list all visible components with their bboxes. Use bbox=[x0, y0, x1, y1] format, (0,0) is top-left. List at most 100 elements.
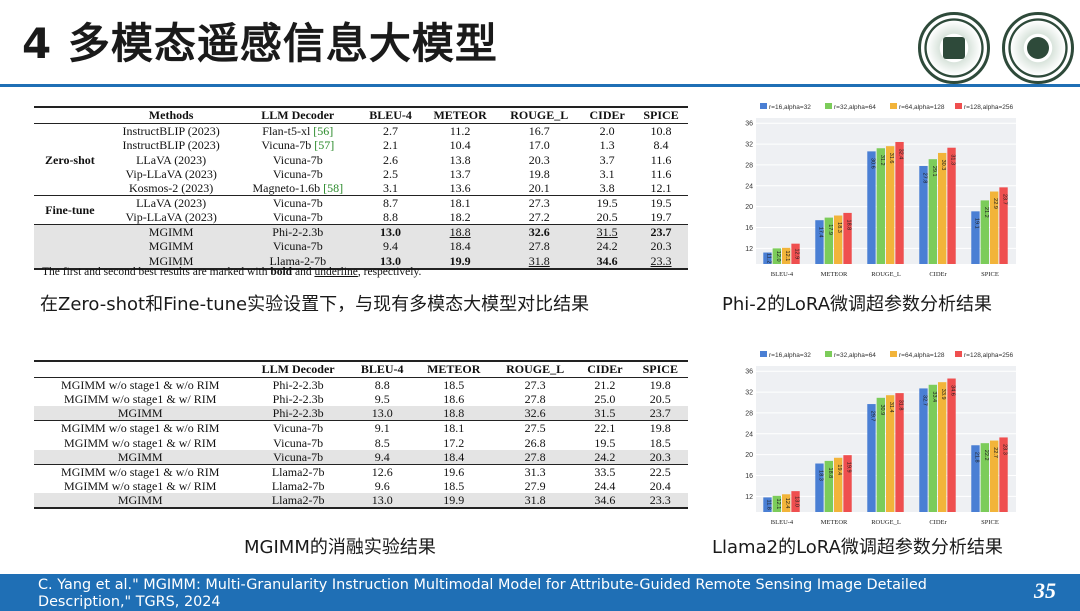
metric-cell: 31.3 bbox=[492, 463, 578, 479]
method-cell: Vip-LLaVA (2023) bbox=[125, 166, 217, 181]
metric-cell: 18.1 bbox=[422, 195, 499, 211]
legend-swatch bbox=[825, 103, 832, 109]
table-row: MGIMM Vicuna-7b 9.4 18.4 27.8 24.2 20.3 bbox=[34, 449, 688, 465]
metric-cell: 1.3 bbox=[599, 138, 615, 153]
bar-value-label: 30.6 bbox=[869, 158, 875, 169]
metric-cell: 13.0 bbox=[359, 224, 423, 240]
bar-value-label: 17.9 bbox=[827, 224, 833, 235]
metric-cell: 22.1 bbox=[577, 420, 633, 436]
metric-cell: 12.1 bbox=[650, 181, 672, 196]
col-header: CIDEr bbox=[580, 106, 635, 124]
bar-value-label: 34.6 bbox=[950, 385, 956, 396]
method-cell: MGIMM w/o stage1 & w/o RIM bbox=[34, 463, 247, 479]
legend-label: r=32,alpha=64 bbox=[834, 352, 876, 359]
bar bbox=[791, 491, 800, 512]
metric-cell: 2.0 bbox=[599, 124, 615, 138]
bar bbox=[999, 437, 1008, 512]
bar bbox=[834, 457, 843, 512]
metric-cell: 9.5 bbox=[374, 392, 390, 407]
metric-cell: 18.8 bbox=[422, 224, 499, 240]
metric-cell: 9.1 bbox=[349, 420, 415, 436]
slide-title: 4 多模态遥感信息大模型 bbox=[22, 19, 498, 68]
metric-cell: 2.1 bbox=[383, 138, 399, 153]
metric-cell: 9.4 bbox=[359, 239, 423, 254]
metric-cell: 19.5 bbox=[634, 195, 688, 211]
y-tick-label: 16 bbox=[745, 473, 753, 480]
method-cell: LLaVA (2023) bbox=[136, 152, 207, 167]
table-row: Vip-LLaVA (2023) Vicuna-7b 2.5 13.7 19.8… bbox=[34, 167, 688, 181]
metric-cell: 31.5 bbox=[577, 406, 633, 421]
metric-cell: 13.0 bbox=[349, 406, 415, 421]
metric-cell: 2.5 bbox=[383, 166, 399, 181]
table-row: MGIMM Phi-2-2.3b 13.0 18.8 32.6 31.5 23.… bbox=[34, 406, 688, 421]
bar-value-label: 12.4 bbox=[784, 498, 790, 509]
decoder-cell: Vicuna-7b bbox=[272, 166, 323, 181]
bar-value-label: 21.2 bbox=[983, 207, 989, 218]
y-tick-label: 12 bbox=[745, 494, 753, 501]
table-row: MGIMM Llama-2-7b 13.0 19.9 31.8 34.6 23.… bbox=[34, 253, 688, 270]
metric-cell: 32.6 bbox=[492, 406, 578, 421]
legend-label: r=128,alpha=256 bbox=[964, 104, 1014, 111]
method-cell: MGIMM w/o stage1 & w/ RIM bbox=[64, 478, 217, 493]
bar-value-label: 31.6 bbox=[888, 153, 894, 164]
metric-cell: 31.8 bbox=[498, 253, 581, 270]
metric-cell: 20.3 bbox=[632, 449, 688, 465]
metric-cell: 8.7 bbox=[359, 195, 423, 211]
metric-cell: 27.8 bbox=[524, 392, 546, 407]
decoder-cell: Phi-2-2.3b bbox=[236, 224, 360, 240]
table-row: MGIMM Phi-2-2.3b 13.0 18.8 32.6 31.5 23.… bbox=[34, 224, 688, 240]
y-tick-label: 16 bbox=[745, 225, 753, 232]
method-cell: MGIMM bbox=[105, 224, 237, 240]
method-cell: Kosmos-2 (2023) bbox=[128, 181, 214, 196]
metric-cell: 2.6 bbox=[383, 152, 399, 167]
metric-cell: 11.6 bbox=[650, 166, 672, 181]
method-cell: MGIMM bbox=[105, 239, 237, 254]
decoder-cell: Phi-2-2.3b bbox=[272, 392, 324, 407]
table-row: MGIMM Vicuna-7b 9.4 18.4 27.8 24.2 20.3 bbox=[34, 239, 688, 254]
bar bbox=[928, 159, 937, 264]
y-tick-label: 32 bbox=[745, 390, 753, 397]
metric-cell: 18.2 bbox=[449, 210, 471, 225]
metric-cell: 27.3 bbox=[498, 195, 581, 211]
x-tick-label: ROUGE_L bbox=[871, 519, 901, 526]
table2-caption: MGIMM的消融实验结果 bbox=[244, 537, 436, 558]
metric-cell: 19.5 bbox=[594, 435, 616, 450]
metric-cell: 8.8 bbox=[374, 378, 390, 392]
bar bbox=[895, 393, 904, 512]
y-tick-label: 24 bbox=[745, 183, 753, 190]
decoder-cell: Phi-2-2.3b bbox=[272, 378, 324, 392]
y-tick-label: 12 bbox=[745, 246, 753, 253]
decoder-cell: Phi-2-2.3b bbox=[246, 406, 350, 421]
metric-cell: 20.5 bbox=[649, 392, 671, 407]
method-cell: MGIMM bbox=[34, 449, 247, 465]
legend-swatch bbox=[955, 351, 962, 357]
metric-cell: 10.8 bbox=[650, 124, 672, 138]
bar bbox=[782, 494, 791, 512]
table1-caption: 在Zero-shot和Fine-tune实验设置下，与现有多模态大模型对比结果 bbox=[40, 294, 590, 315]
bar-value-label: 31.2 bbox=[879, 155, 885, 166]
bar bbox=[791, 243, 800, 264]
table-row: LLaVA (2023) Vicuna-7b 2.6 13.8 20.3 3.7… bbox=[34, 152, 688, 167]
university-logo bbox=[918, 12, 990, 84]
bar bbox=[938, 382, 947, 512]
metric-cell: 11.2 bbox=[449, 124, 471, 138]
metric-cell: 23.3 bbox=[632, 493, 688, 510]
x-tick-label: CIDEr bbox=[929, 271, 947, 278]
table-row: MGIMM Llama2-7b 13.0 19.9 31.8 34.6 23.3 bbox=[34, 493, 688, 510]
bar-value-label: 12.1 bbox=[775, 499, 781, 510]
metric-cell: 23.7 bbox=[634, 224, 688, 240]
bar bbox=[876, 397, 885, 512]
metric-cell: 18.8 bbox=[414, 406, 493, 421]
bar-value-label: 31.8 bbox=[898, 400, 904, 411]
lab-logo bbox=[1002, 12, 1074, 84]
bar-value-label: 11.2 bbox=[765, 253, 771, 263]
y-tick-label: 32 bbox=[745, 142, 753, 149]
method-cell: MGIMM w/o stage1 & w/o RIM bbox=[34, 420, 247, 436]
metric-cell: 8.8 bbox=[383, 210, 399, 225]
col-header: BLEU-4 bbox=[349, 360, 415, 378]
metric-cell: 13.8 bbox=[449, 152, 471, 167]
metric-cell: 23.7 bbox=[632, 406, 688, 421]
col-header: ROUGE_L bbox=[492, 360, 578, 378]
legend-label: r=16,alpha=32 bbox=[769, 104, 811, 111]
metric-cell: 20.1 bbox=[528, 181, 550, 196]
